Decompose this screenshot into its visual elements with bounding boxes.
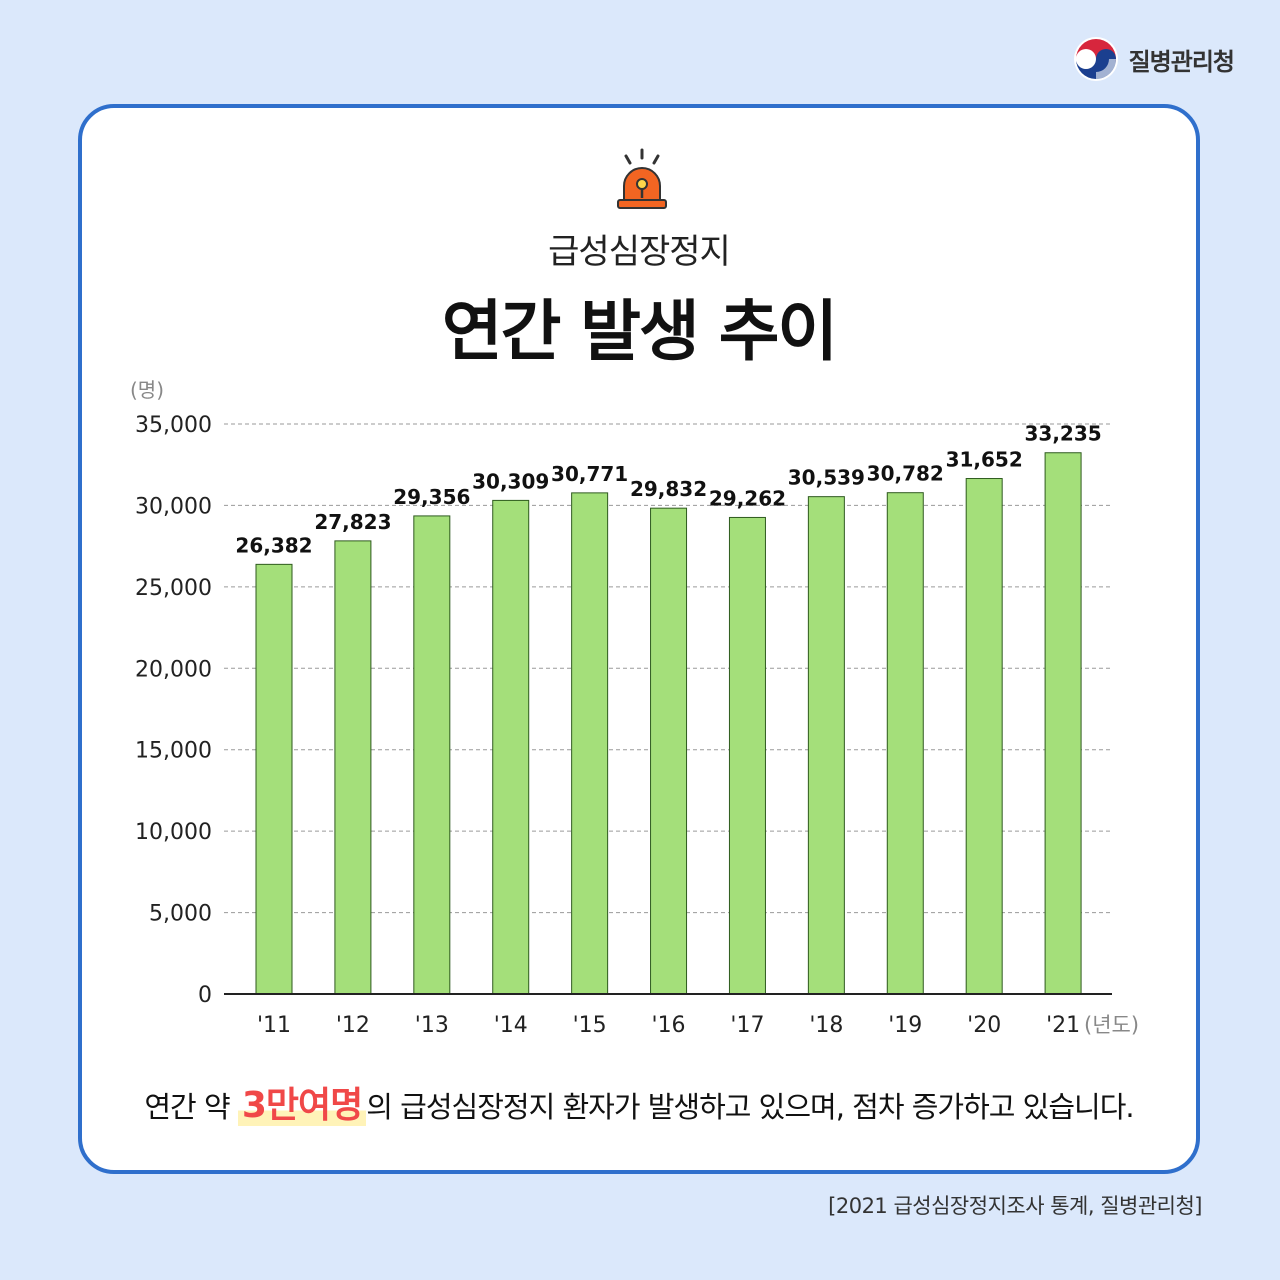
org-header: 질병관리청 — [1073, 36, 1235, 82]
y-tick-label: 30,000 — [135, 494, 212, 519]
source-citation: [2021 급성심장정지조사 통계, 질병관리청] — [828, 1194, 1202, 1218]
bar — [492, 499, 530, 995]
bar — [571, 492, 609, 995]
chart-title: 연간 발생 추이 — [441, 293, 838, 370]
bar — [886, 492, 924, 995]
org-name: 질병관리청 — [1128, 47, 1235, 76]
bar — [728, 516, 766, 995]
bar — [1044, 452, 1082, 995]
summary-before: 연간 약 — [144, 1090, 238, 1124]
y-tick-label: 15,000 — [135, 739, 212, 764]
x-tick-label: '17 — [730, 1013, 764, 1038]
bar — [334, 540, 372, 995]
x-axis-unit-label: (년도) — [1084, 1013, 1139, 1037]
x-tick-label: '19 — [888, 1013, 922, 1038]
bar-value-label: 29,262 — [709, 486, 786, 510]
bar-value-label: 30,771 — [551, 462, 628, 486]
y-tick-label: 5,000 — [149, 902, 212, 927]
bar-value-label: 30,782 — [867, 462, 944, 486]
y-tick-label: 10,000 — [135, 820, 212, 845]
x-tick-label: '11 — [257, 1013, 291, 1038]
x-tick-label: '20 — [967, 1013, 1001, 1038]
siren-icon — [617, 148, 667, 209]
summary-text: 연간 약 3만여명 의 급성심장정지 환자가 발생하고 있으며, 점차 증가하고 … — [82, 1076, 1196, 1128]
summary-after: 의 급성심장정지 환자가 발생하고 있으며, 점차 증가하고 있습니다. — [366, 1090, 1134, 1124]
chart-subtitle: 급성심장정지 — [548, 232, 731, 272]
x-tick-label: '13 — [415, 1013, 449, 1038]
y-axis-unit-label: (명) — [130, 378, 164, 402]
y-tick-label: 25,000 — [135, 576, 212, 601]
bar — [965, 478, 1003, 995]
bar-value-label: 31,652 — [946, 448, 1023, 472]
bar-value-label: 27,823 — [314, 510, 391, 534]
bar-value-label: 30,309 — [472, 469, 549, 493]
x-tick-label: '21 — [1046, 1013, 1080, 1038]
bar-value-label: 29,832 — [630, 477, 707, 501]
y-tick-label: 0 — [198, 983, 212, 1008]
bar — [413, 515, 451, 995]
x-tick-label: '15 — [573, 1013, 607, 1038]
x-tick-label: '14 — [494, 1013, 528, 1038]
bar-chart: (명) 0 5,000 10,000 15,000 20,000 25,000 30,000 3… — [130, 378, 1139, 1038]
chart-card: 급성심장정지 연간 발생 추이 (명) 0 5,000 10,000 15,000 20,… — [78, 104, 1200, 1174]
bar-value-label: 30,539 — [788, 466, 865, 490]
bar-value-label: 26,382 — [235, 533, 312, 557]
x-tick-label: '12 — [336, 1013, 370, 1038]
bar-value-label: 33,235 — [1024, 422, 1101, 446]
y-tick-label: 20,000 — [135, 657, 212, 682]
y-tick-label: 35,000 — [135, 413, 212, 438]
bar — [650, 507, 688, 995]
summary-highlight: 3만여명 — [237, 1085, 367, 1126]
bar — [255, 563, 293, 995]
bar-value-label: 29,356 — [393, 485, 470, 509]
x-tick-label: '18 — [809, 1013, 843, 1038]
taegeuk-logo-icon — [1073, 37, 1118, 81]
bar — [807, 496, 845, 995]
x-tick-label: '16 — [652, 1013, 686, 1038]
